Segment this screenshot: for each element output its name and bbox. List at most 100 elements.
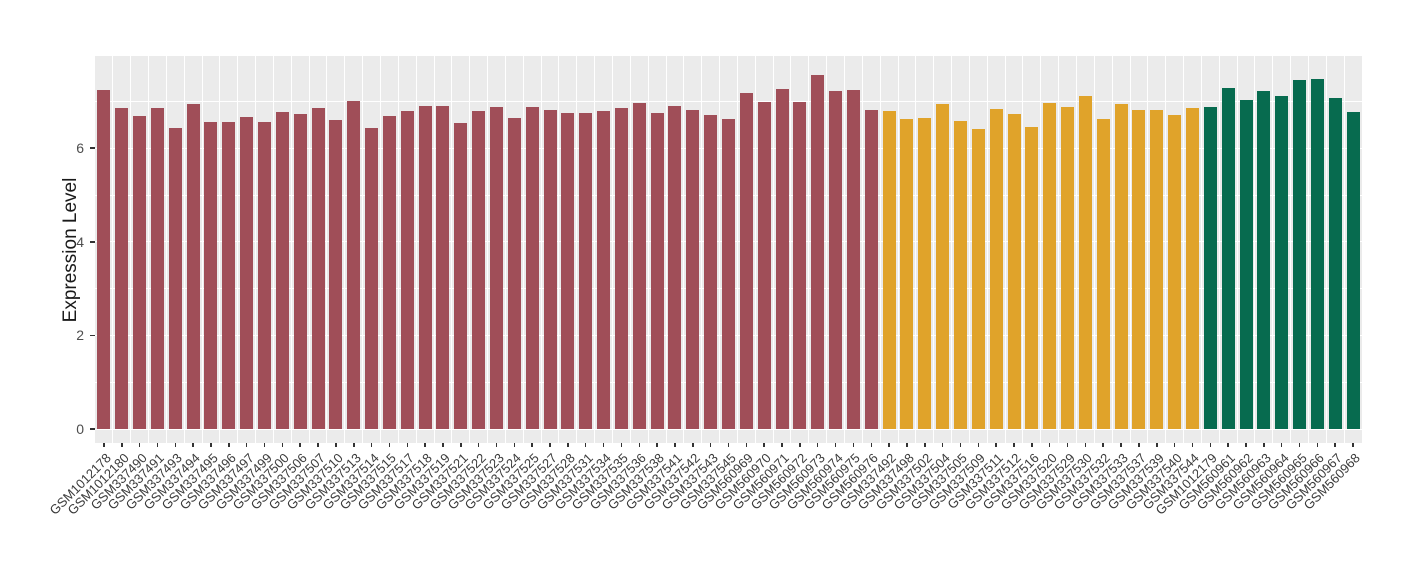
x-tick	[1102, 443, 1104, 447]
x-gridline	[1147, 56, 1149, 443]
bar-GSM337496	[222, 122, 236, 429]
x-tick	[513, 443, 516, 447]
bar-GSM337539	[1150, 110, 1164, 429]
minor-gridline	[95, 100, 1362, 102]
bar-GSM337518	[418, 106, 432, 429]
bar-GSM337507	[311, 108, 325, 429]
x-gridline	[469, 56, 471, 443]
x-gridline	[719, 56, 721, 443]
x-gridline	[808, 56, 810, 443]
x-tick	[959, 443, 962, 447]
x-gridline	[433, 56, 435, 443]
x-tick	[763, 443, 765, 447]
bar-GSM337495	[204, 122, 218, 429]
x-tick	[1031, 443, 1033, 447]
x-tick	[228, 443, 230, 447]
x-gridline	[736, 56, 738, 443]
x-tick	[1156, 443, 1158, 447]
x-tick	[870, 443, 872, 447]
bar-GSM337500	[275, 111, 289, 429]
x-tick	[103, 443, 105, 447]
x-gridline	[772, 56, 774, 443]
bar-GSM560973	[811, 74, 825, 429]
x-tick	[317, 443, 319, 447]
x-gridline	[219, 56, 221, 443]
y-tick-label: 6	[76, 140, 84, 157]
x-gridline	[1111, 56, 1113, 443]
y-tick	[90, 428, 95, 430]
x-gridline	[1218, 56, 1220, 443]
bar-GSM337529	[1061, 106, 1075, 429]
x-tick	[602, 443, 605, 447]
x-gridline	[237, 56, 239, 443]
bar-GSM560968	[1346, 112, 1360, 429]
x-gridline	[897, 56, 899, 443]
x-tick	[995, 443, 997, 447]
x-gridline	[326, 56, 328, 443]
bar-GSM337512	[1007, 114, 1021, 429]
x-tick	[888, 443, 890, 447]
x-tick	[370, 443, 373, 447]
x-gridline	[112, 56, 114, 443]
bar-GSM560971	[775, 89, 789, 429]
bar-GSM337543	[704, 115, 718, 429]
bar-GSM337511	[989, 108, 1003, 429]
x-tick	[852, 443, 855, 447]
bar-GSM337499	[258, 121, 272, 429]
x-gridline	[986, 56, 988, 443]
bar-GSM337545	[722, 119, 735, 429]
bar-GSM337515	[382, 116, 396, 429]
x-tick	[924, 443, 926, 447]
x-gridline	[1022, 56, 1024, 443]
x-gridline	[183, 56, 185, 443]
bar-GSM337536	[632, 103, 646, 429]
x-gridline	[344, 56, 346, 443]
bar-GSM337533	[1114, 103, 1128, 429]
bar-GSM337524	[507, 117, 521, 429]
x-tick	[781, 443, 783, 447]
bar-GSM337513	[347, 101, 361, 429]
x-gridline	[665, 56, 667, 443]
bar-GSM337519	[436, 105, 450, 429]
x-tick	[727, 443, 730, 447]
y-tick-label: 0	[76, 421, 84, 437]
x-gridline	[843, 56, 845, 443]
x-tick	[210, 443, 212, 447]
x-tick	[1209, 443, 1212, 447]
bar-GSM1012180	[115, 107, 129, 429]
bar-GSM560975	[846, 90, 860, 429]
y-tick	[90, 241, 95, 243]
bar-GSM337514	[365, 127, 379, 429]
x-gridline	[1343, 56, 1345, 443]
x-gridline	[558, 56, 560, 443]
bar-GSM560976	[864, 110, 878, 429]
y-tick	[90, 147, 95, 149]
x-gridline	[1075, 56, 1077, 443]
bar-GSM337522	[472, 110, 486, 429]
bar-GSM337527	[543, 109, 557, 429]
y-tick	[90, 334, 95, 337]
x-tick	[549, 443, 551, 447]
x-gridline	[255, 56, 257, 443]
bar-GSM560962	[1239, 100, 1253, 429]
x-gridline	[861, 56, 863, 443]
bar-GSM560969	[739, 93, 753, 429]
x-gridline	[576, 56, 578, 443]
x-gridline	[290, 56, 292, 443]
x-gridline	[504, 56, 506, 443]
bar-GSM337490	[133, 116, 147, 429]
x-gridline	[594, 56, 596, 443]
x-tick	[1280, 443, 1283, 447]
x-tick	[584, 443, 587, 447]
x-gridline	[165, 56, 167, 443]
x-tick	[442, 443, 444, 447]
bar-GSM337541	[668, 106, 682, 429]
bar-GSM337542	[686, 110, 700, 429]
bar-GSM560964	[1275, 96, 1289, 429]
x-gridline	[1040, 56, 1042, 443]
bar-GSM337504	[936, 104, 950, 429]
x-gridline	[308, 56, 310, 443]
bar-GSM1012179	[1203, 106, 1217, 429]
x-tick	[1173, 443, 1176, 447]
x-tick	[709, 443, 712, 447]
